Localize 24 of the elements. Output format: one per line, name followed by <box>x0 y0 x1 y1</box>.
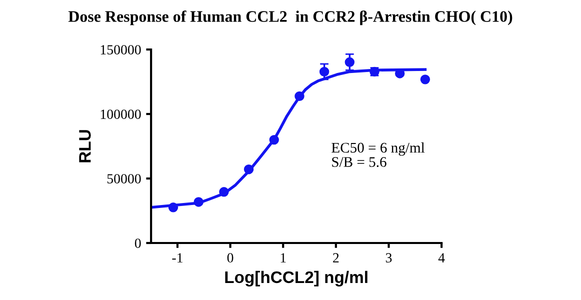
chart-title: Dose Response of Human CCL2 in CCR2 β-Arrestin CHO( C10) <box>68 10 512 26</box>
point <box>294 91 304 102</box>
x-tick-label: 4 <box>438 253 445 262</box>
annotation: S/B = 5.6 <box>332 157 386 167</box>
point <box>269 134 279 145</box>
y-tick-label: 150000 <box>100 45 141 54</box>
point <box>194 197 204 207</box>
point <box>168 202 178 212</box>
x-tick-label: 3 <box>386 253 392 262</box>
x-tick-label: 2 <box>333 253 339 262</box>
y-tick-label: 50000 <box>107 174 141 184</box>
y-axis-title: RLU <box>79 130 91 162</box>
y-tick-label: 100000 <box>100 110 141 119</box>
point <box>420 74 430 84</box>
x-tick-label: 0 <box>227 253 234 262</box>
x-tick-label: -1 <box>172 253 182 262</box>
annotation: EC50 = 6 ng/ml <box>332 142 425 156</box>
y-tick-label: 0 <box>134 238 141 248</box>
point <box>244 164 254 174</box>
x-tick-label: 1 <box>280 253 286 262</box>
point <box>344 57 355 68</box>
point <box>219 187 229 197</box>
x-axis-title: Log[hCCL2] ng/ml <box>225 270 368 286</box>
point <box>319 66 330 77</box>
